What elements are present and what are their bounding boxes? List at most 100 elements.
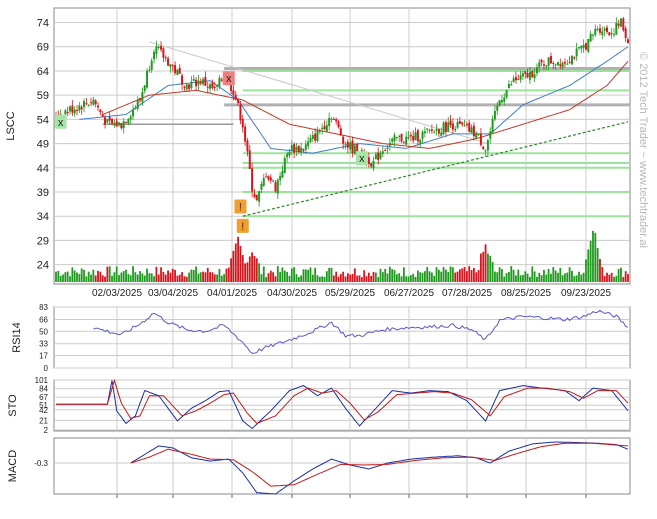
rsi-line	[93, 309, 629, 354]
candle-body	[66, 112, 69, 114]
y-tick-label: 66	[39, 315, 48, 324]
candle-body	[398, 135, 401, 137]
volume-bar	[489, 255, 492, 282]
candle-body	[248, 150, 251, 170]
candle-body	[122, 121, 125, 129]
volume-bar	[587, 249, 590, 282]
volume-bar	[120, 272, 123, 282]
volume-bar	[204, 272, 207, 282]
candle-body	[171, 65, 174, 67]
candle-body	[461, 122, 464, 125]
volume-bar	[470, 270, 473, 282]
volume-bar	[393, 270, 396, 282]
y-tick-label: 59	[37, 90, 49, 102]
volume-bar	[269, 270, 272, 282]
candle-body	[141, 91, 144, 102]
volume-bar	[400, 276, 403, 282]
candle-body	[309, 137, 312, 142]
volume-bar	[437, 269, 440, 282]
candle-body	[76, 110, 79, 112]
candle-body	[475, 132, 478, 139]
candle-body	[533, 74, 536, 79]
candle-body	[176, 69, 179, 76]
candle-body	[297, 145, 300, 152]
stochastic-k-line	[56, 380, 629, 430]
volume-bar	[554, 270, 557, 282]
volume-bar	[181, 272, 183, 282]
volume-bar	[248, 256, 251, 282]
candle-body	[442, 122, 445, 135]
candle-body	[85, 103, 88, 105]
volume-bar	[522, 274, 524, 282]
candle-body	[188, 84, 191, 90]
candle-body	[283, 157, 286, 173]
candle-body	[153, 51, 156, 60]
volume-bar	[115, 266, 118, 282]
volume-bar	[447, 272, 450, 282]
y-tick-label: 17	[39, 352, 48, 361]
candle-body	[423, 131, 426, 134]
volume-bar	[428, 271, 431, 282]
candle-body	[528, 71, 531, 80]
volume-bar	[578, 271, 580, 282]
volume-bar	[104, 276, 106, 282]
candle-body	[204, 77, 207, 86]
candle-body	[589, 33, 592, 42]
candle-body	[393, 135, 396, 142]
panel-frame-0	[53, 7, 631, 285]
volume-bar	[571, 270, 573, 282]
volume-bar	[323, 276, 326, 282]
volume-bar	[195, 266, 197, 282]
volume-bar	[526, 273, 529, 282]
volume-bar	[487, 253, 489, 282]
candle-body	[563, 62, 566, 64]
volume-bar	[237, 236, 240, 282]
volume-bar	[118, 275, 120, 282]
x-tick-label: 05/29/2025	[325, 288, 375, 299]
volume-bar	[339, 274, 342, 282]
volume-bar	[316, 275, 319, 282]
volume-bar	[225, 268, 228, 282]
candle-body	[281, 170, 284, 178]
candle-body	[209, 84, 212, 89]
volume-bar	[143, 275, 146, 282]
candle-body	[598, 28, 601, 33]
volume-bar	[608, 274, 611, 282]
volume-bar	[267, 273, 270, 282]
volume-bar	[384, 268, 387, 282]
volume-bar	[297, 276, 300, 282]
volume-bar	[97, 270, 99, 282]
candle-body	[244, 126, 247, 142]
volume-bar	[449, 266, 452, 282]
candle-body	[269, 177, 272, 181]
volume-bar	[230, 258, 233, 282]
volume-bar	[302, 269, 305, 282]
candle-body	[594, 28, 597, 35]
volume-bar	[262, 266, 265, 282]
candle-body	[267, 175, 270, 180]
volume-bar	[505, 273, 508, 282]
volume-bar	[209, 272, 211, 282]
moving-average-line-1	[79, 46, 629, 154]
y-tick-label: 83	[39, 303, 48, 312]
candle-body	[337, 121, 340, 128]
candle-body	[421, 131, 424, 139]
candle-body	[262, 178, 265, 186]
candle-body	[491, 119, 494, 133]
volume-bar	[405, 276, 408, 282]
volume-bar	[381, 272, 384, 282]
volume-bar	[356, 275, 359, 282]
volume-bar	[426, 267, 429, 282]
candle-body	[587, 38, 590, 52]
volume-bar	[402, 267, 405, 282]
volume-bar	[512, 269, 515, 282]
candle-body	[162, 48, 165, 58]
volume-bar	[274, 276, 277, 282]
volume-bar	[197, 273, 200, 282]
volume-bar	[423, 271, 426, 282]
candle-body	[617, 23, 620, 26]
volume-bar	[459, 269, 461, 282]
candle-body	[416, 130, 419, 142]
candle-body	[143, 85, 146, 91]
candle-body	[164, 57, 167, 59]
